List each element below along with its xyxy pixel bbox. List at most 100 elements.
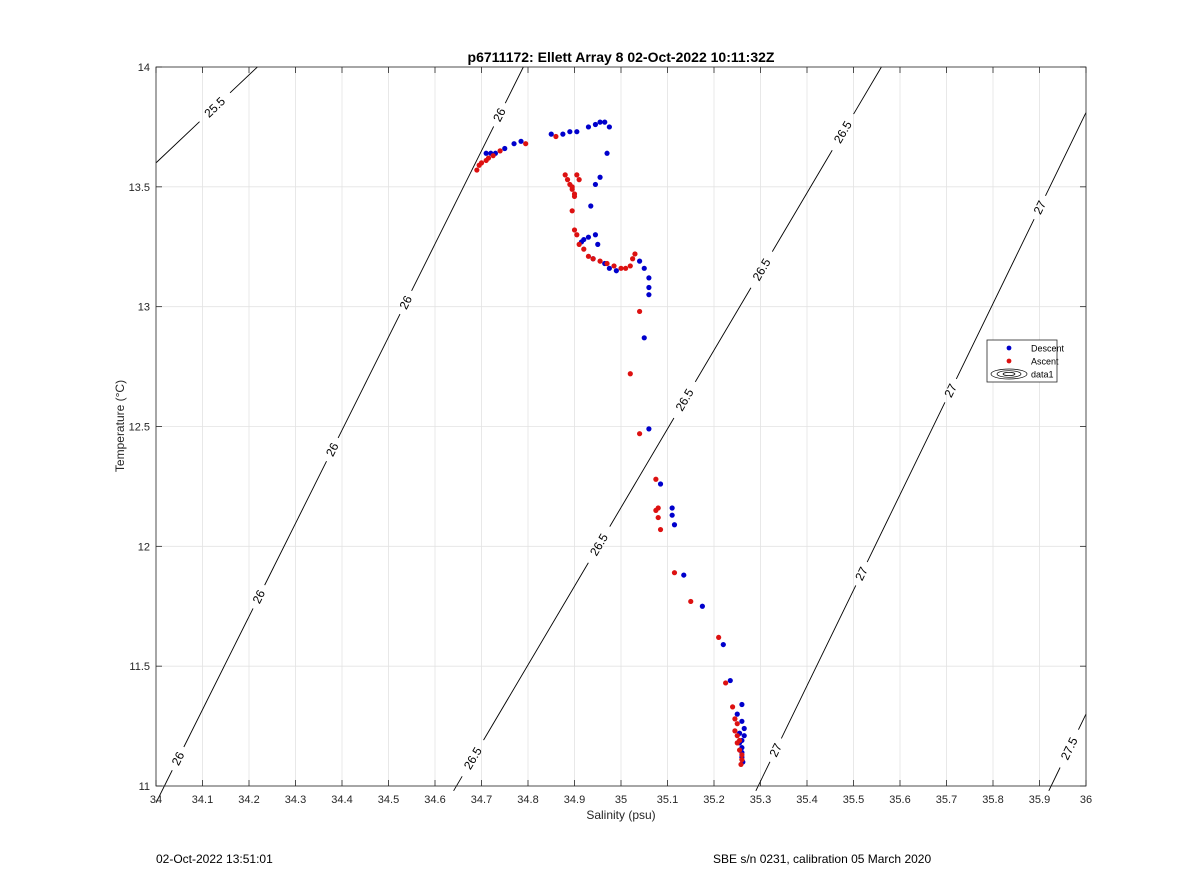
descent-point bbox=[741, 733, 747, 739]
ascent-point bbox=[657, 526, 664, 533]
descent-point bbox=[567, 129, 573, 135]
footer-calibration: SBE s/n 0231, calibration 05 March 2020 bbox=[713, 852, 932, 866]
legend-entry: Descent bbox=[1031, 344, 1065, 354]
x-tick-label: 35.6 bbox=[889, 794, 910, 806]
x-tick-label: 35.7 bbox=[936, 794, 957, 806]
contour-line-segment bbox=[453, 776, 463, 792]
ascent-point bbox=[571, 227, 578, 233]
contour-line-segment bbox=[155, 121, 200, 164]
descent-point bbox=[637, 258, 643, 264]
legend: Descent Ascent data1 bbox=[986, 339, 1065, 383]
contour-line-segment bbox=[1078, 713, 1087, 730]
legend-marker-ascent bbox=[1006, 358, 1012, 364]
descent-point bbox=[613, 268, 619, 274]
descent-point bbox=[502, 145, 508, 152]
contour-line-segment bbox=[337, 313, 401, 439]
legend-contour-ring bbox=[1002, 372, 1016, 376]
ascent-point bbox=[564, 177, 571, 183]
y-tick-label: 13.5 bbox=[129, 182, 150, 194]
ascent-point bbox=[611, 263, 617, 269]
ascent-point bbox=[562, 172, 568, 178]
contour-line-segment bbox=[183, 608, 254, 748]
ascent-point bbox=[585, 253, 592, 259]
grid bbox=[155, 66, 1087, 787]
contour-line-segment bbox=[955, 218, 1035, 380]
ascent-point bbox=[627, 263, 633, 269]
footer-timestamp: 02-Oct-2022 13:51:01 bbox=[156, 852, 273, 866]
legend-entry: data1 bbox=[1031, 370, 1054, 380]
contour-label: 27 bbox=[1031, 198, 1050, 216]
ascent-point bbox=[574, 232, 580, 238]
ascent-point bbox=[738, 761, 744, 768]
x-tick-label: 35.3 bbox=[750, 794, 771, 806]
contour-label: 26.5 bbox=[750, 256, 774, 284]
ascent-point bbox=[618, 265, 624, 271]
ascent-point bbox=[553, 133, 559, 140]
descent-point bbox=[657, 481, 664, 487]
descent-point bbox=[560, 131, 566, 137]
contour-line-segment bbox=[264, 461, 327, 586]
contour-line-segment bbox=[483, 562, 589, 741]
legend-contour-icon bbox=[990, 368, 1028, 380]
ascent-point bbox=[730, 704, 736, 710]
x-tick-label: 34.9 bbox=[564, 794, 585, 806]
ascent-point bbox=[734, 740, 740, 746]
contour-line-segment bbox=[866, 402, 946, 563]
ascent-point bbox=[637, 431, 643, 437]
contour-label: 26 bbox=[490, 105, 509, 123]
x-tick-label: 35.9 bbox=[1029, 794, 1050, 806]
ascent-point bbox=[739, 752, 745, 758]
y-tick-label: 12.5 bbox=[129, 422, 150, 434]
x-tick-label: 34.2 bbox=[238, 794, 259, 806]
data-points bbox=[474, 119, 747, 768]
ascent-point bbox=[637, 308, 643, 315]
legend-contour-ring bbox=[990, 368, 1028, 380]
legend-box bbox=[986, 339, 1058, 383]
y-tick-label: 11 bbox=[139, 781, 150, 793]
descent-point bbox=[646, 275, 652, 281]
ascent-point bbox=[474, 167, 480, 173]
ascent-point bbox=[632, 251, 638, 257]
chart-title: p6711172: Ellett Array 8 02-Oct-2022 10:… bbox=[468, 49, 775, 65]
ascent-point bbox=[490, 153, 496, 159]
descent-point bbox=[734, 711, 740, 717]
x-tick-label: 35.5 bbox=[843, 794, 864, 806]
ascent-point bbox=[736, 747, 743, 753]
x-tick-label: 34.4 bbox=[331, 794, 352, 806]
descent-point bbox=[606, 124, 612, 130]
ascent-point bbox=[497, 148, 503, 154]
contour-line-segment bbox=[780, 585, 857, 739]
axis-ticks: 34 34.1 34.2 34.3 34.4 34.5 34.6 34.7 34.8 34.9 35… bbox=[129, 62, 1093, 806]
ascent-point bbox=[655, 514, 661, 521]
ascent-point bbox=[604, 260, 610, 267]
ascent-point bbox=[732, 716, 738, 722]
contour-label: 25.5 bbox=[201, 94, 228, 120]
contour-label: 26.5 bbox=[587, 531, 611, 559]
ascent-point bbox=[671, 570, 678, 576]
ascent-point bbox=[574, 172, 580, 178]
contour-line-segment bbox=[504, 66, 524, 104]
descent-point bbox=[592, 181, 599, 188]
x-tick-label: 35.2 bbox=[703, 794, 724, 806]
contour-label: 27 bbox=[852, 564, 871, 582]
ascent-point bbox=[723, 680, 729, 686]
ascent-point bbox=[485, 155, 492, 161]
contour-line-segment bbox=[609, 417, 675, 527]
x-tick-label: 35 bbox=[615, 794, 627, 806]
ascent-point bbox=[597, 258, 603, 264]
ascent-point bbox=[653, 507, 659, 513]
descent-point bbox=[720, 641, 726, 648]
legend-entry: Ascent bbox=[1031, 357, 1059, 367]
descent-point bbox=[518, 138, 524, 144]
contour-label: 26 bbox=[397, 293, 416, 311]
x-tick-label: 35.4 bbox=[796, 794, 817, 806]
ascent-point bbox=[576, 177, 582, 183]
descent-point bbox=[641, 335, 647, 341]
descent-point bbox=[483, 150, 489, 156]
ascent-point bbox=[569, 208, 575, 214]
ascent-point bbox=[688, 598, 694, 605]
descent-point bbox=[739, 718, 745, 724]
descent-point bbox=[592, 232, 599, 238]
contour-label: 26.5 bbox=[673, 386, 697, 414]
